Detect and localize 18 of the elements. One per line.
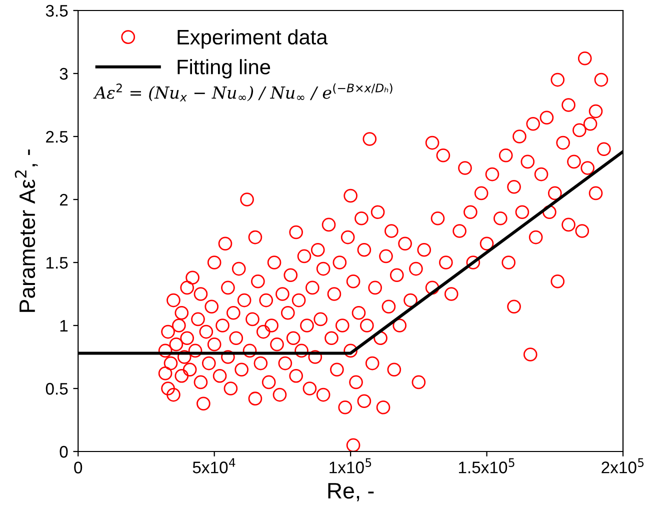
x-tick-label: 0 bbox=[74, 462, 82, 474]
text: Aε$^{2}$ = (Nu$_{x}$ − Nu$_{∞}$) / Nu$_{∞}$ / e$^{(−B×x/Dₕ)}$ bbox=[93, 83, 392, 102]
y-tick-label: 1 bbox=[60, 320, 68, 332]
x-axis-title: Re, - bbox=[328, 483, 374, 502]
x-tick-label: 1x10$^{5}$ bbox=[330, 458, 372, 474]
y-axis-title: Parameter Aε$^{2}$, - bbox=[14, 150, 38, 312]
y-tick-label: 0.5 bbox=[46, 382, 68, 395]
legend-label: Fitting line bbox=[178, 59, 270, 79]
y-tick-label: 3.5 bbox=[46, 4, 68, 17]
legend-label: Experiment data bbox=[178, 29, 328, 49]
y-tick-label: 3 bbox=[60, 68, 68, 80]
y-tick-label: 1.5 bbox=[46, 257, 68, 269]
x-tick-label: 1.5x10$^{5}$ bbox=[458, 458, 514, 474]
y-tick-label: 2.5 bbox=[46, 130, 68, 143]
x-tick-label: 2x10$^{5}$ bbox=[602, 458, 644, 474]
x-tick-label: 5x10$^{4}$ bbox=[192, 458, 236, 474]
y-tick-label: 0 bbox=[60, 446, 68, 458]
y-tick-label: 2 bbox=[60, 194, 68, 206]
